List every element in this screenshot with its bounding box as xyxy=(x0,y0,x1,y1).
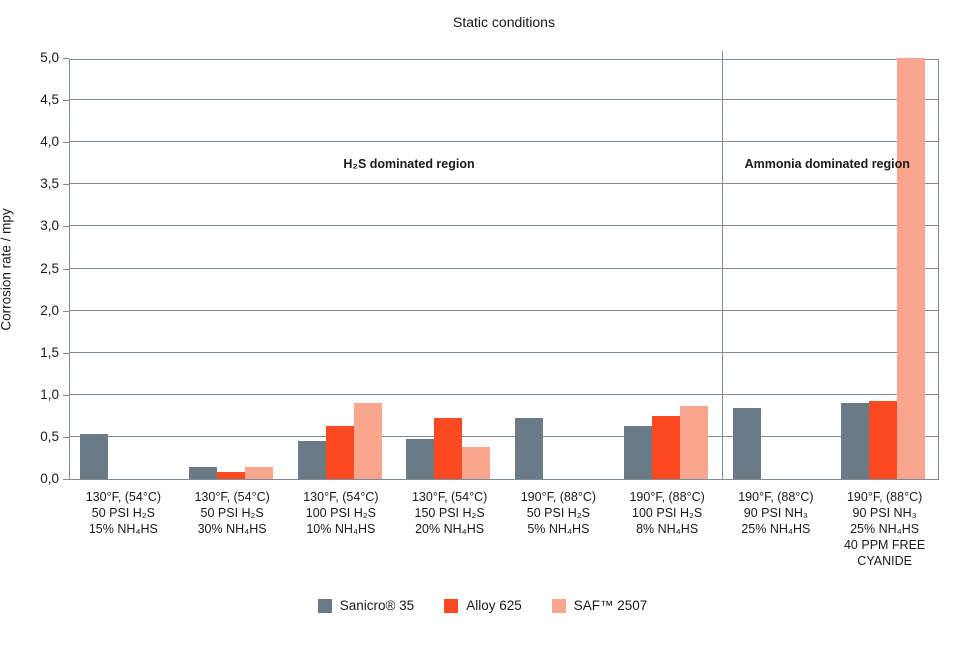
region-divider-line xyxy=(721,51,723,480)
gridline xyxy=(70,183,938,185)
x-axis-category-label: 130°F, (54°C) 100 PSI H₂S 10% NH₄HS xyxy=(303,489,378,537)
x-axis-label-line: 190°F, (88°C) xyxy=(520,490,597,504)
bar-alloy-625-cat4 xyxy=(434,418,463,479)
bar-saf-2507-cat2 xyxy=(244,467,273,479)
gridline xyxy=(70,99,938,101)
legend-label: Sanicro® 35 xyxy=(339,598,415,613)
gridline xyxy=(70,351,938,353)
x-axis-label-line: 40 PPM FREE xyxy=(843,538,926,552)
x-axis-label-line: 50 PSI H₂S xyxy=(91,506,155,520)
x-axis-label-line: 15% NH₄HS xyxy=(88,522,158,536)
x-axis-category-label: 190°F, (88°C) 90 PSI NH₃ 25% NH₄HS 40 PPM F… xyxy=(844,489,925,569)
y-axis-tick-label: 5,0 xyxy=(40,50,59,65)
y-axis-tick-label: 2,5 xyxy=(40,260,59,276)
y-axis-tick xyxy=(63,100,69,102)
bar-sanicro-35-cat6 xyxy=(623,425,652,479)
legend-item: SAF™ 2507 xyxy=(551,598,648,613)
bar-sanicro-35-cat4 xyxy=(406,438,435,479)
x-axis-category-label: 190°F, (88°C) 90 PSI NH₃ 25% NH₄HS xyxy=(738,489,813,537)
chart-title: Static conditions xyxy=(453,14,555,30)
bar-sanicro-35-cat5 xyxy=(515,418,543,479)
region-label-ammonia: Ammonia dominated region xyxy=(744,157,910,171)
y-axis-tick-label: 1,0 xyxy=(40,386,59,402)
bar-sanicro-35-cat8 xyxy=(841,403,870,479)
gridline xyxy=(70,225,938,227)
x-axis-label-line: 8% NH₄HS xyxy=(636,522,699,536)
gridline xyxy=(70,393,938,395)
x-axis-label-line: 90 PSI NH₃ xyxy=(852,506,917,520)
x-axis-label-line: 130°F, (54°C) xyxy=(194,490,270,504)
x-axis-label-line: 20% NH₄HS xyxy=(415,522,485,536)
legend-swatch-icon xyxy=(317,598,332,613)
plot-area xyxy=(69,58,939,480)
x-axis-category-label: 130°F, (54°C) 50 PSI H₂S 15% NH₄HS xyxy=(86,489,161,537)
bar-alloy-625-cat2 xyxy=(216,472,245,479)
bar-alloy-625-cat3 xyxy=(325,425,354,479)
y-axis-tick xyxy=(63,58,69,59)
bar-saf-2507-cat4 xyxy=(462,447,491,479)
y-axis-tick xyxy=(63,352,69,354)
y-axis-tick-label: 4,0 xyxy=(40,134,59,150)
x-axis-label-line: 130°F, (54°C) xyxy=(85,490,162,504)
y-axis-tick xyxy=(63,310,69,312)
x-axis-label-line: 190°F, (88°C) xyxy=(846,490,923,504)
legend-swatch-icon xyxy=(551,598,566,613)
bar-alloy-625-cat6 xyxy=(651,415,680,479)
y-axis-tick-label: 4,5 xyxy=(40,92,59,108)
bar-saf-2507-cat8 xyxy=(897,58,926,479)
legend-item: Sanicro® 35 xyxy=(317,598,415,613)
region-label-h2s: H₂S dominated region xyxy=(343,157,475,171)
gridline xyxy=(70,309,938,311)
x-axis-label-line: CYANIDE xyxy=(857,554,912,568)
bar-alloy-625-cat8 xyxy=(869,400,898,479)
x-axis-label-line: 25% NH₄HS xyxy=(741,522,811,536)
y-axis-tick xyxy=(63,479,69,480)
bar-saf-2507-cat3 xyxy=(353,403,382,479)
x-axis-label-line: 90 PSI NH₃ xyxy=(743,506,808,520)
bar-sanicro-35-cat3 xyxy=(297,441,326,479)
x-axis-category-label: 190°F, (88°C) 100 PSI H₂S 8% NH₄HS xyxy=(629,489,704,537)
x-axis-label-line: 130°F, (54°C) xyxy=(411,490,488,504)
gridline xyxy=(70,141,938,143)
y-axis-tick-label: 1,5 xyxy=(40,344,59,360)
legend-swatch-icon xyxy=(444,598,459,613)
bar-sanicro-35-cat2 xyxy=(188,467,217,479)
bar-sanicro-35-cat1 xyxy=(80,433,108,479)
x-axis-label-line: 50 PSI H₂S xyxy=(526,506,590,520)
x-axis-label-line: 130°F, (54°C) xyxy=(303,490,379,504)
x-axis-label-line: 150 PSI H₂S xyxy=(414,506,485,520)
x-axis-label-line: 25% NH₄HS xyxy=(850,522,920,536)
gridline xyxy=(70,435,938,437)
y-axis-tick-label: 0,5 xyxy=(40,428,59,444)
y-axis-tick xyxy=(63,394,69,396)
x-axis-label-line: 100 PSI H₂S xyxy=(632,506,703,520)
legend-label: SAF™ 2507 xyxy=(573,598,648,613)
x-axis-label-line: 190°F, (88°C) xyxy=(629,490,705,504)
y-axis-tick xyxy=(63,226,69,228)
x-axis-label-line: 100 PSI H₂S xyxy=(305,506,376,520)
y-axis-tick-label: 0,0 xyxy=(40,471,59,486)
x-axis-label-line: 50 PSI H₂S xyxy=(200,506,264,520)
x-axis-label-line: 30% NH₄HS xyxy=(197,522,267,536)
x-axis-category-label: 130°F, (54°C) 50 PSI H₂S 30% NH₄HS xyxy=(194,489,269,537)
x-axis-label-line: 5% NH₄HS xyxy=(527,522,590,536)
y-axis-tick xyxy=(63,436,69,438)
y-axis-tick-label: 2,0 xyxy=(40,302,59,318)
y-axis-tick-label: 3,5 xyxy=(40,176,59,192)
gridline xyxy=(70,267,938,269)
x-axis-category-label: 190°F, (88°C) 50 PSI H₂S 5% NH₄HS xyxy=(521,489,596,537)
legend-item: Alloy 625 xyxy=(444,598,522,613)
y-axis-tick-label: 3,0 xyxy=(40,218,59,234)
x-axis-category-label: 130°F, (54°C) 150 PSI H₂S 20% NH₄HS xyxy=(412,489,487,537)
legend-label: Alloy 625 xyxy=(466,598,522,613)
x-axis-label-line: 10% NH₄HS xyxy=(306,522,376,536)
bar-sanicro-35-cat7 xyxy=(732,408,761,479)
y-axis-tick xyxy=(63,142,69,144)
y-axis-tick xyxy=(63,184,69,186)
bar-saf-2507-cat6 xyxy=(679,405,708,479)
y-axis-tick xyxy=(63,268,69,270)
legend: Sanicro® 35 Alloy 625 SAF™ 2507 xyxy=(0,598,965,613)
x-axis-label-line: 190°F, (88°C) xyxy=(738,490,814,504)
